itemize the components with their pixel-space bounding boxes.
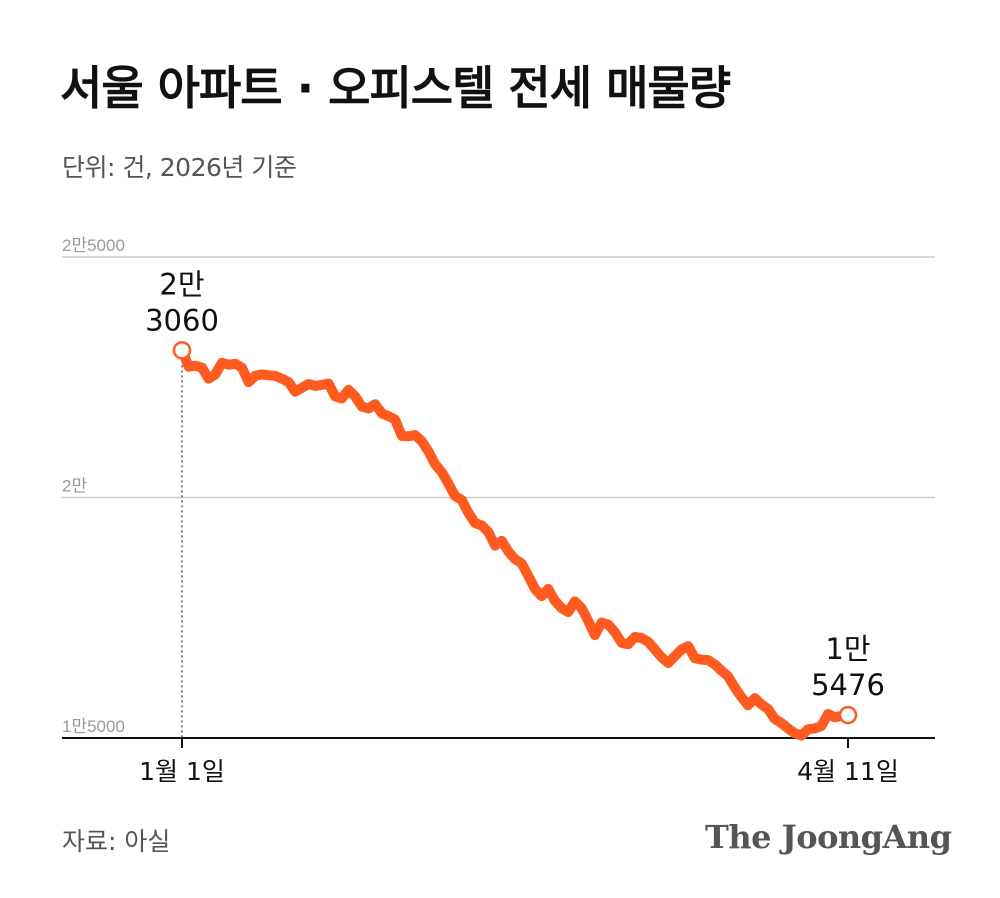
- x-tick-label: 4월 11일: [797, 757, 899, 786]
- source-note: 자료: 아실: [62, 827, 171, 856]
- chart-subtitle: 단위: 건, 2026년 기준: [62, 153, 297, 182]
- x-tick-label: 1월 1일: [139, 757, 225, 786]
- data-label: 3060: [145, 303, 219, 337]
- chart-title: 서울 아파트 · 오피스텔 전세 매물량: [60, 61, 731, 115]
- series-line: [177, 345, 853, 741]
- y-tick-label: 2만5000: [62, 236, 125, 255]
- y-tick-label: 1만5000: [62, 717, 125, 736]
- publisher-logo: The JoongAng: [705, 818, 952, 856]
- data-label: 2만: [159, 267, 204, 301]
- data-label: 1만: [825, 632, 870, 666]
- data-point-marker: [838, 705, 858, 725]
- data-point-marker: [172, 341, 192, 360]
- data-label: 5476: [811, 668, 885, 702]
- y-tick-label: 2만: [62, 477, 87, 496]
